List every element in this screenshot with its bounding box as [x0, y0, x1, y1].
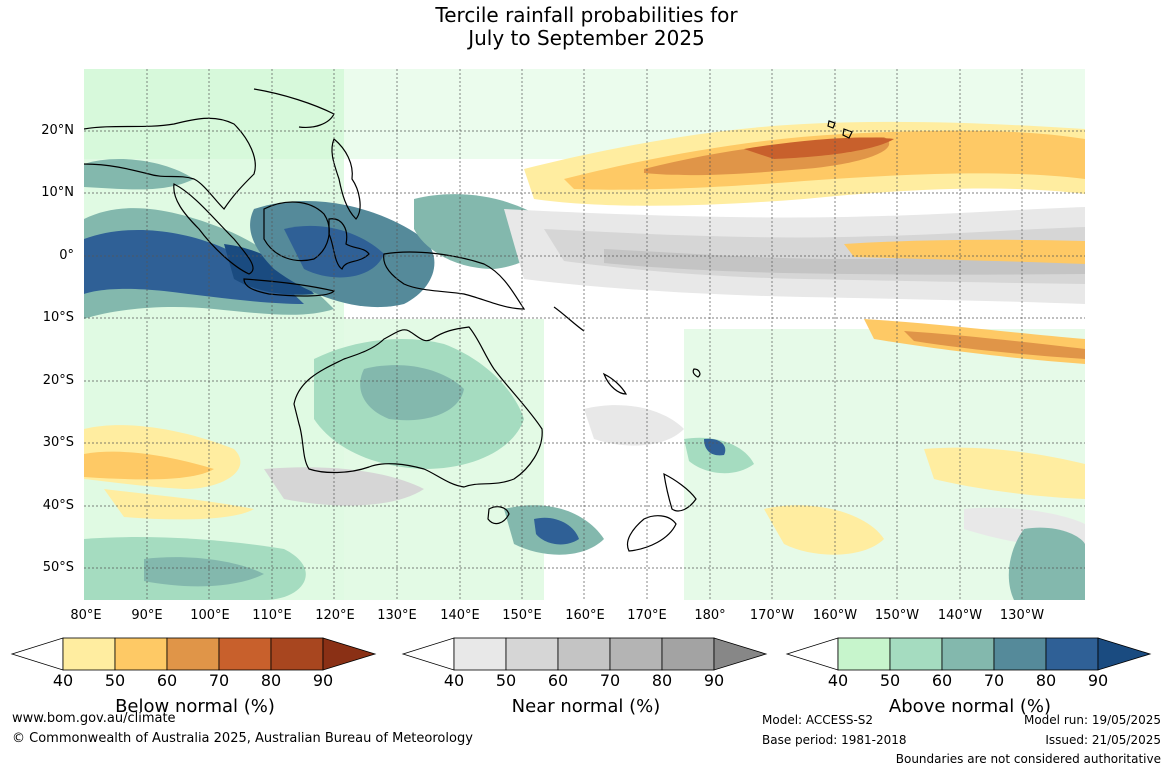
colorbar-near-2 — [505, 637, 559, 671]
colorbar-above-normal — [785, 637, 1152, 671]
lon-label-110e: 110°E — [252, 608, 292, 623]
lon-label-150w: 150°W — [874, 608, 920, 623]
lat-label-10s: 10°S — [42, 310, 74, 325]
legend-near-tick: 80 — [651, 671, 673, 690]
colorbar-near-0 — [401, 637, 455, 671]
colorbar-below-normal — [10, 637, 377, 671]
legend-near-tick: 60 — [547, 671, 569, 690]
colorbar-below-3 — [166, 637, 220, 671]
lon-label-170w: 170°W — [749, 608, 795, 623]
lon-label-80e: 80°E — [70, 608, 102, 623]
lat-label-40s: 40°S — [42, 498, 74, 513]
colorbar-below-6 — [322, 637, 377, 671]
legend-below-tick: 40 — [52, 671, 74, 690]
footer-model-run: Model run: 19/05/2025 — [1023, 713, 1161, 727]
title-line-1: Tercile rainfall probabilities for — [435, 3, 738, 27]
legend-above-tick: 60 — [931, 671, 953, 690]
lon-label-100e: 100°E — [190, 608, 230, 623]
lat-label-20s: 20°S — [42, 373, 74, 388]
colorbar-near-6 — [713, 637, 768, 671]
graticule — [84, 69, 1085, 600]
lon-label-150e: 150°E — [502, 608, 542, 623]
coastlines — [84, 88, 853, 552]
colorbar-below-5 — [270, 637, 324, 671]
lon-label-120e: 120°E — [315, 608, 355, 623]
colorbar-above-3 — [941, 637, 995, 671]
colorbar-above-4 — [993, 637, 1047, 671]
lon-label-140e: 140°E — [440, 608, 480, 623]
legend-above-tick: 70 — [983, 671, 1005, 690]
colorbar-below-1 — [62, 637, 116, 671]
legend-above-tick: 40 — [827, 671, 849, 690]
colorbar-above-0 — [785, 637, 839, 671]
legend-above-tick: 80 — [1035, 671, 1057, 690]
footer-copyright: © Commonwealth of Australia 2025, Austra… — [12, 731, 473, 746]
colorbar-below-2 — [114, 637, 168, 671]
lat-label-0: 0° — [59, 248, 74, 263]
legend-near-tick: 90 — [703, 671, 725, 690]
colorbar-below-0 — [10, 637, 64, 671]
colorbar-near-3 — [557, 637, 611, 671]
legend-near-tick: 40 — [443, 671, 465, 690]
colorbar-near-5 — [661, 637, 715, 671]
probability-shading — [84, 69, 1085, 600]
colorbar-above-2 — [889, 637, 943, 671]
legend-below-tick: 60 — [156, 671, 178, 690]
lon-label-160w: 160°W — [812, 608, 858, 623]
legend-above-normal — [785, 636, 1155, 676]
lat-label-10n: 10°N — [41, 185, 74, 200]
lon-label-170e: 170°E — [627, 608, 667, 623]
colorbar-near-1 — [453, 637, 507, 671]
legend-near-title: Near normal (%) — [511, 696, 661, 717]
lon-label-160e: 160°E — [565, 608, 605, 623]
colorbar-near-4 — [609, 637, 663, 671]
colorbar-below-4 — [218, 637, 272, 671]
footer-website[interactable]: www.bom.gov.au/climate — [12, 711, 176, 726]
legend-near-tick: 70 — [599, 671, 621, 690]
colorbar-near-normal — [401, 637, 768, 671]
lon-label-130e: 130°E — [377, 608, 417, 623]
lon-label-130w: 130°W — [999, 608, 1045, 623]
colorbar-above-5 — [1045, 637, 1099, 671]
footer-model: Model: ACCESS-S2 — [762, 713, 874, 727]
footer-disclaimer: Boundaries are not considered authoritat… — [895, 752, 1161, 766]
rainfall-map[interactable] — [84, 69, 1085, 600]
lat-label-50s: 50°S — [42, 560, 74, 575]
legend-below-normal — [10, 636, 380, 676]
legend-below-tick: 70 — [208, 671, 230, 690]
lon-label-180: 180° — [694, 608, 726, 623]
legend-below-tick: 50 — [104, 671, 126, 690]
lat-label-20n: 20°N — [41, 123, 74, 138]
legend-near-tick: 50 — [495, 671, 517, 690]
legend-above-title: Above normal (%) — [888, 696, 1052, 717]
map-title: Tercile rainfall probabilities for July … — [0, 4, 1173, 50]
map-canvas — [84, 69, 1085, 600]
footer-base-period: Base period: 1981-2018 — [762, 733, 907, 747]
legend-below-tick: 90 — [312, 671, 334, 690]
legend-above-tick: 90 — [1087, 671, 1109, 690]
legend-below-tick: 80 — [260, 671, 282, 690]
lon-label-90e: 90°E — [131, 608, 163, 623]
legend-above-tick: 50 — [879, 671, 901, 690]
colorbar-above-6 — [1097, 637, 1152, 671]
lon-label-140w: 140°W — [937, 608, 983, 623]
legend-below-title: Below normal (%) — [115, 696, 275, 717]
lat-label-30s: 30°S — [42, 435, 74, 450]
legend-near-normal — [401, 636, 771, 676]
footer-issued: Issued: 21/05/2025 — [1045, 733, 1161, 747]
colorbar-above-1 — [837, 637, 891, 671]
title-line-2: July to September 2025 — [468, 26, 705, 50]
